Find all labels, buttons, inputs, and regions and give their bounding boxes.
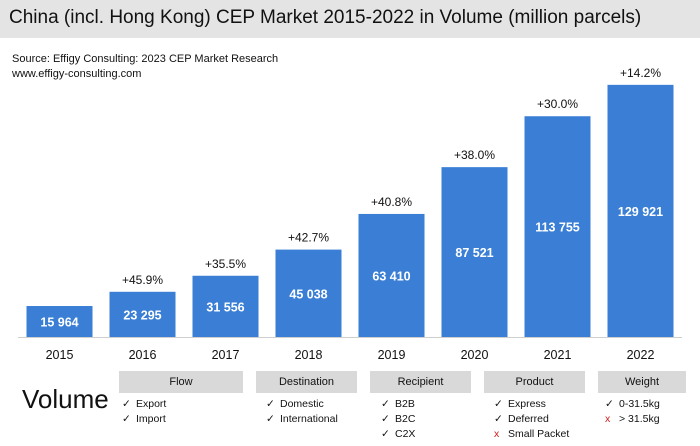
data-label: 23 295: [123, 308, 161, 322]
x-tick-label: 2017: [212, 348, 240, 362]
list-item: ✓ 0-31.5kg: [605, 397, 660, 412]
list-item: ✓ Deferred: [494, 412, 569, 427]
check-icon: ✓: [494, 413, 503, 425]
chart-title: China (incl. Hong Kong) CEP Market 2015-…: [9, 7, 642, 28]
growth-label: +35.5%: [205, 257, 246, 271]
check-icon: ✓: [381, 413, 390, 425]
category-title: Weight: [624, 376, 660, 388]
product-items: ✓ Express ✓ Deferred x Small Packet: [494, 397, 569, 442]
list-item: ✓ B2C: [381, 412, 415, 427]
destination-items: ✓ Domestic ✓ International: [266, 397, 338, 427]
check-icon: ✓: [122, 398, 131, 410]
source-block: Source: Effigy Consulting: 2023 CEP Mark…: [12, 52, 278, 82]
item-label: B2B: [395, 398, 415, 410]
title-bar: China (incl. Hong Kong) CEP Market 2015-…: [0, 0, 700, 38]
bar-chart: 15 964 2015 23 295 +45.9% 2016 31 556 +35.5% 20…: [18, 66, 682, 362]
item-label: Deferred: [508, 413, 549, 425]
check-icon: ✓: [122, 413, 131, 425]
item-label: Export: [136, 398, 167, 410]
list-item: x > 31.5kg: [605, 412, 660, 427]
item-label: 0-31.5kg: [619, 398, 660, 410]
source-text: Source: Effigy Consulting: 2023 CEP Mark…: [12, 53, 279, 65]
item-label: Domestic: [280, 398, 324, 410]
bar: [358, 213, 425, 337]
category-title: Destination: [278, 376, 335, 388]
item-label: > 31.5kg: [619, 413, 660, 425]
bar: [275, 249, 342, 337]
category-title: Recipient: [397, 376, 444, 388]
check-icon: ✓: [605, 398, 614, 410]
volume-label: Volume: [22, 384, 109, 414]
check-icon: ✓: [381, 428, 390, 440]
check-icon: ✓: [266, 398, 275, 410]
list-item: ✓ Import: [122, 412, 166, 427]
bar: [26, 306, 93, 337]
flow-items: ✓ Export ✓ Import: [122, 397, 166, 427]
growth-label: +38.0%: [454, 148, 495, 162]
data-label: 45 038: [289, 287, 327, 301]
list-item: ✓ Express: [494, 397, 569, 412]
list-item: ✓ Export: [122, 397, 166, 412]
x-tick-label: 2016: [129, 348, 157, 362]
bar: [524, 116, 591, 337]
weight-items: ✓ 0-31.5kg x > 31.5kg: [605, 397, 660, 427]
growth-label: +14.2%: [620, 66, 661, 80]
item-label: Small Packet: [508, 428, 570, 440]
data-label: 15 964: [40, 316, 78, 330]
bar: [441, 167, 508, 337]
item-label: International: [280, 413, 338, 425]
category-recipient: Recipient: [370, 371, 471, 393]
list-item: ✓ International: [266, 412, 338, 427]
bar: [607, 84, 674, 337]
data-label: 129 921: [618, 205, 663, 219]
x-tick-label: 2021: [544, 348, 572, 362]
category-flow: Flow: [119, 371, 243, 393]
bar: [192, 275, 259, 337]
check-icon: ✓: [494, 398, 503, 410]
bar: [109, 291, 176, 337]
growth-label: +42.7%: [288, 231, 329, 245]
category-destination: Destination: [256, 371, 357, 393]
list-item: ✓ Domestic: [266, 397, 338, 412]
category-title: Product: [515, 376, 554, 388]
x-tick-label: 2020: [461, 348, 489, 362]
cross-icon: x: [605, 413, 611, 425]
item-label: Import: [136, 413, 166, 425]
item-label: C2X: [395, 428, 416, 440]
list-item: x Small Packet: [494, 427, 569, 442]
check-icon: ✓: [266, 413, 275, 425]
data-label: 31 556: [206, 300, 244, 314]
growth-label: +45.9%: [122, 273, 163, 287]
growth-label: +40.8%: [371, 195, 412, 209]
data-label: 113 755: [535, 221, 580, 235]
item-label: B2C: [395, 413, 416, 425]
category-title: Flow: [169, 376, 193, 388]
cross-icon: x: [494, 428, 500, 440]
x-tick-label: 2018: [295, 348, 323, 362]
check-icon: ✓: [381, 398, 390, 410]
source-url: www.effigy-consulting.com: [12, 68, 142, 80]
category-product: Product: [484, 371, 585, 393]
x-tick-label: 2015: [46, 348, 74, 362]
x-tick-label: 2019: [378, 348, 406, 362]
list-item: ✓ C2X: [381, 427, 415, 442]
growth-label: +30.0%: [537, 97, 578, 111]
recipient-items: ✓ B2B ✓ B2C ✓ C2X: [381, 397, 415, 442]
data-label: 87 521: [455, 246, 493, 260]
x-tick-label: 2022: [627, 348, 655, 362]
item-label: Express: [508, 398, 546, 410]
category-weight: Weight: [598, 371, 686, 393]
list-item: ✓ B2B: [381, 397, 415, 412]
data-label: 63 410: [372, 269, 410, 283]
